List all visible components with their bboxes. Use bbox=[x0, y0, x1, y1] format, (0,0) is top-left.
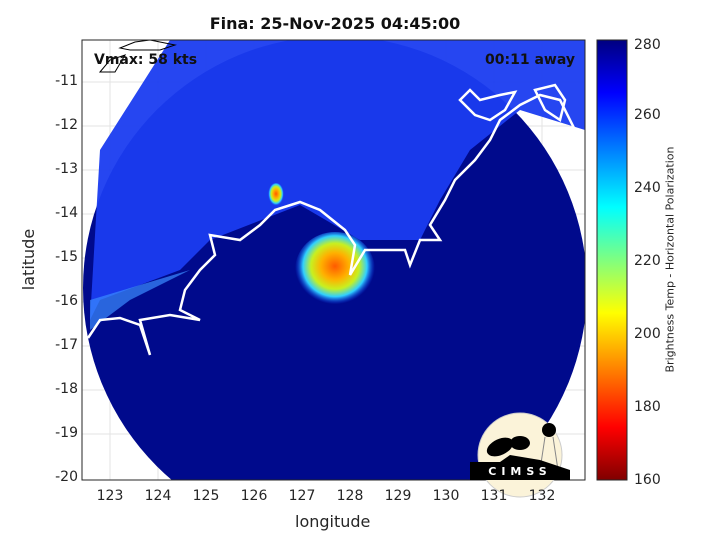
x-tick: 130 bbox=[432, 488, 460, 504]
storm-core bbox=[295, 232, 375, 308]
y-tick: -12 bbox=[55, 117, 78, 133]
colorbar-tick: 180 bbox=[634, 399, 661, 415]
colorbar-tick: 280 bbox=[634, 37, 661, 53]
colorbar-tick: 240 bbox=[634, 180, 661, 196]
colorbar-label: Brightness Temp - Horizontal Polarizatio… bbox=[663, 146, 677, 373]
x-tick: 132 bbox=[528, 488, 556, 504]
x-tick: 131 bbox=[480, 488, 508, 504]
y-tick: -14 bbox=[55, 205, 78, 221]
y-tick: -13 bbox=[55, 161, 78, 177]
y-tick: -19 bbox=[55, 425, 78, 441]
x-tick: 129 bbox=[384, 488, 412, 504]
coastline bbox=[86, 83, 577, 356]
x-tick: 127 bbox=[288, 488, 316, 504]
chart-title: Fina: 25-Nov-2025 04:45:00 bbox=[209, 14, 461, 33]
x-tick: 128 bbox=[336, 488, 364, 504]
y-tick: -11 bbox=[55, 73, 78, 89]
colorbar-tick: 200 bbox=[634, 326, 661, 342]
cimss-logo-text: CIMSS bbox=[488, 465, 551, 478]
x-tick: 125 bbox=[192, 488, 220, 504]
x-tick: 126 bbox=[240, 488, 268, 504]
y-tick: -15 bbox=[55, 249, 78, 265]
y-tick: -20 bbox=[55, 469, 78, 485]
axes-box bbox=[81, 39, 586, 481]
colorbar-tick: 160 bbox=[634, 472, 661, 488]
time-away-label: 00:11 away bbox=[485, 52, 575, 68]
colorbar-tick: 220 bbox=[634, 253, 661, 269]
vmax-label: Vmax: 58 kts bbox=[94, 52, 198, 68]
x-tick: 124 bbox=[144, 488, 172, 504]
colorbar-tick: 260 bbox=[634, 107, 661, 123]
y-tick: -18 bbox=[55, 381, 78, 397]
y-tick: -16 bbox=[55, 293, 78, 309]
y-tick: -17 bbox=[55, 337, 78, 353]
x-tick: 123 bbox=[96, 488, 124, 504]
x-axis-label: longitude bbox=[295, 512, 371, 531]
cimss-logo bbox=[470, 412, 570, 498]
colorbar bbox=[596, 39, 628, 481]
y-axis-label: latitude bbox=[19, 228, 39, 291]
